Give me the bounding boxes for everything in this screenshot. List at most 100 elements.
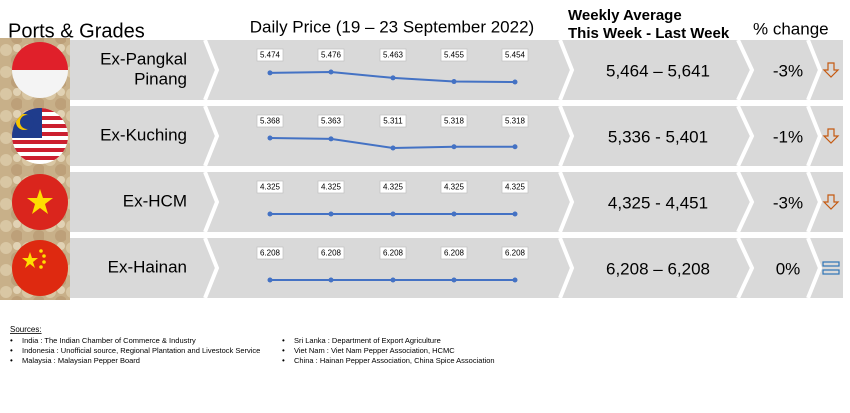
weekly-range: 6,208 – 6,208 [606, 259, 710, 278]
source-entry: China : Hainan Pepper Association, China… [294, 356, 495, 365]
price-point [512, 144, 518, 150]
price-label: 5.463 [383, 51, 404, 60]
price-point [451, 144, 457, 150]
price-label: 5.368 [260, 117, 281, 126]
price-point [267, 70, 273, 76]
price-point [267, 277, 273, 283]
price-label: 4.325 [444, 183, 465, 192]
price-label: 4.325 [321, 183, 342, 192]
bullet: • [282, 356, 285, 365]
change-value: -3% [773, 61, 803, 80]
price-point [451, 79, 457, 85]
flag-vietnam [12, 174, 68, 230]
bullet: • [282, 346, 285, 355]
chevron [736, 39, 755, 101]
price-label: 5.318 [444, 117, 465, 126]
price-label: 5.454 [505, 51, 526, 60]
source-entry: Malaysia : Malaysian Pepper Board [22, 356, 140, 365]
source-entry: India : The Indian Chamber of Commerce &… [22, 336, 196, 345]
down-arrow-icon [822, 128, 840, 144]
weekly-range: 4,325 - 4,451 [608, 193, 708, 212]
chevron [806, 237, 823, 299]
label-box [256, 48, 284, 62]
change-value: -3% [773, 193, 803, 212]
label-box [379, 114, 407, 128]
down-arrow-icon [822, 194, 840, 210]
label-box [256, 180, 284, 194]
port-name: Pinang [134, 69, 187, 88]
weekly-header: Weekly Average [568, 7, 682, 24]
down-arrow-icon [822, 62, 840, 78]
change-value: -1% [773, 127, 803, 146]
price-label: 5.455 [444, 51, 465, 60]
weekly-header: This Week - Last Week [568, 25, 730, 42]
label-box [440, 114, 468, 128]
label-box [317, 114, 345, 128]
chevron [203, 39, 220, 101]
port-name: Ex-Pangkal [100, 49, 187, 68]
chevron [203, 237, 220, 299]
label-box [256, 114, 284, 128]
price-label: 6.208 [260, 249, 281, 258]
price-point [390, 145, 396, 151]
label-box [501, 48, 529, 62]
flag-malaysia [12, 108, 68, 164]
bullet: • [10, 346, 13, 355]
source-entry: Sri Lanka : Department of Export Agricul… [294, 336, 441, 345]
price-point [328, 136, 334, 142]
price-point [451, 277, 457, 283]
price-point [328, 277, 334, 283]
price-label: 5.311 [383, 117, 403, 126]
price-point [512, 211, 518, 217]
bullet: • [10, 356, 13, 365]
label-box [379, 180, 407, 194]
label-box [379, 246, 407, 260]
price-label: 4.325 [260, 183, 281, 192]
chevron [736, 105, 755, 167]
price-label: 6.208 [444, 249, 465, 258]
daily-header: Daily Price (19 – 23 September 2022) [250, 17, 534, 36]
price-label: 5.318 [505, 117, 526, 126]
label-box [501, 246, 529, 260]
label-box [501, 114, 529, 128]
price-point [451, 211, 457, 217]
flat-icon [822, 269, 840, 275]
price-point [267, 135, 273, 141]
chevron [736, 171, 755, 233]
price-label: 5.474 [260, 51, 281, 60]
bullet: • [282, 336, 285, 345]
label-box [317, 180, 345, 194]
price-label: 4.325 [505, 183, 526, 192]
price-label: 5.363 [321, 117, 342, 126]
price-label: 6.208 [383, 249, 404, 258]
bullet: • [10, 336, 13, 345]
price-point [512, 277, 518, 283]
price-label: 4.325 [383, 183, 404, 192]
chevron [558, 171, 575, 233]
chevron [736, 237, 755, 299]
price-label: 5.476 [321, 51, 342, 60]
change-value: 0% [776, 259, 801, 278]
label-box [317, 48, 345, 62]
label-box [256, 246, 284, 260]
flag-china [12, 240, 68, 296]
label-box [317, 246, 345, 260]
label-box [440, 246, 468, 260]
chevron [203, 171, 220, 233]
sources-title: Sources: [10, 325, 42, 334]
chevron [203, 105, 220, 167]
chevron [558, 105, 575, 167]
price-point [390, 277, 396, 283]
ports-header: Ports & Grades [8, 20, 145, 42]
price-label: 6.208 [321, 249, 342, 258]
label-box [501, 180, 529, 194]
port-name: Ex-Hainan [108, 257, 187, 276]
price-point [512, 79, 518, 85]
chevron [558, 39, 575, 101]
label-box [379, 48, 407, 62]
chevron [558, 237, 575, 299]
port-name: Ex-HCM [123, 191, 187, 210]
chevron [806, 105, 823, 167]
